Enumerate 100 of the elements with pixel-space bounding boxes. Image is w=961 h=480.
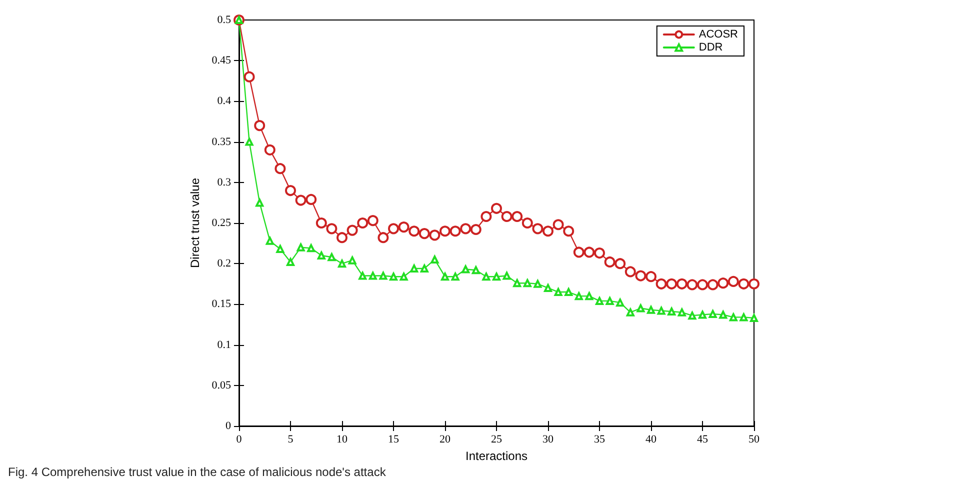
y-tick-label: 0.3 [217,176,232,188]
y-tick-label: 0.15 [212,298,232,310]
legend-label: ACOSR [698,28,738,40]
point [379,272,388,280]
caption: Fig. 4 Comprehensive trust value in the case of malicious node's attack [8,465,387,479]
point [624,266,636,278]
point [604,256,616,268]
point [626,308,634,316]
x-tick-label: 25 [491,434,502,446]
y-tick-label: 0.35 [212,136,232,148]
point [686,279,698,290]
point [367,215,378,226]
point [719,310,728,319]
point [646,271,656,282]
point [678,308,686,316]
point [326,223,338,234]
point [657,306,666,315]
point [256,198,264,207]
x-tick-label: 20 [440,434,451,446]
y-axis-title: Direct trust value [188,178,202,268]
point [450,226,461,237]
point [264,144,276,156]
point [429,230,440,241]
point [542,226,554,237]
point [596,296,604,305]
point [594,248,605,259]
point [244,71,255,82]
point [544,284,552,292]
point [647,306,655,314]
point [336,232,348,244]
point [708,310,717,318]
y-tick-label: 0.5 [217,14,232,26]
x-tick-label: 35 [594,434,606,446]
point [563,226,574,237]
point [502,272,511,280]
point [491,202,502,214]
point [296,243,305,252]
point [285,185,296,196]
point [441,272,449,281]
point [418,228,430,240]
point [388,223,399,234]
y-tick-label: 0 [226,420,232,432]
point [584,246,595,258]
point [522,218,533,228]
point [534,280,542,288]
x-tick-label: 30 [542,434,554,446]
point [306,194,317,205]
y-tick-label: 0.05 [212,379,232,392]
point [266,236,274,245]
point [274,163,286,174]
point [408,226,420,237]
point [378,232,389,244]
point [656,278,667,290]
point [420,264,428,272]
point [573,246,584,258]
point [480,211,492,222]
point [276,244,284,253]
point [470,224,482,235]
point [398,222,410,233]
point [245,138,254,146]
point [286,258,294,266]
point [698,310,706,319]
point [492,272,500,281]
point [358,272,367,280]
x-tick-label: 0 [236,434,242,446]
point [552,219,564,230]
point [738,278,750,290]
x-tick-label: 5 [288,434,294,446]
point [740,313,748,322]
point [718,278,729,289]
point [295,194,306,206]
point [357,218,368,228]
y-tick-label: 0.2 [217,258,231,270]
y-tick-label: 0.4 [217,95,232,108]
x-tick-label: 50 [748,434,760,446]
point [697,279,708,290]
point [636,304,645,312]
point [606,296,614,305]
point [666,278,678,290]
point [676,278,688,290]
point [512,211,523,222]
point [460,223,472,234]
point [440,226,450,237]
point [532,223,544,234]
legend-label: DDR [698,42,723,54]
point [728,276,739,287]
x-tick-label: 40 [646,434,657,446]
y-tick-label: 0.1 [217,338,231,351]
point [729,313,738,322]
point [316,218,327,228]
point [748,278,760,290]
x-tick-label: 10 [336,434,348,446]
point [317,251,326,260]
point [348,256,356,264]
point [410,264,418,272]
point [368,272,377,280]
x-axis-title: Interactions [465,448,528,463]
x-tick-label: 15 [388,434,400,446]
point [614,258,626,270]
point [635,270,646,282]
